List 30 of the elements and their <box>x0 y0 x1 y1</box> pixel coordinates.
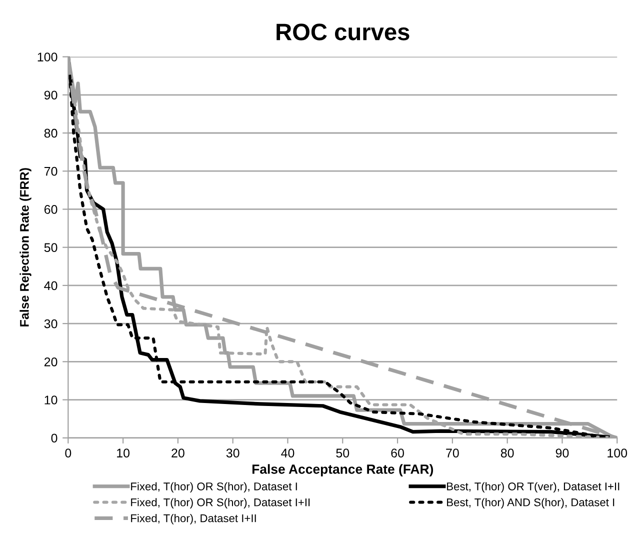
x-tick-label: 10 <box>117 448 130 458</box>
x-axis-title: False Acceptance Rate (FAR) <box>252 464 434 476</box>
x-tick-label: 90 <box>556 448 569 458</box>
y-tick-label: 90 <box>44 90 58 100</box>
x-tick-label: 80 <box>500 448 514 458</box>
y-axis-title: False Rejection Rate (FRR) <box>20 168 32 326</box>
y-tick-label: 70 <box>44 166 58 176</box>
legend-label: Best, T(hor) OR T(ver), Dataset I+II <box>447 482 620 493</box>
x-tick-label: 60 <box>391 448 404 458</box>
x-tick-label: 40 <box>281 448 294 458</box>
y-tick-label: 10 <box>44 396 58 404</box>
y-tick-label: 20 <box>44 357 58 366</box>
y-tick-label: 100 <box>38 52 58 62</box>
y-tick-label: 80 <box>44 128 58 138</box>
legend-label: Best, T(hor) AND S(hor), Dataset I <box>447 498 614 508</box>
x-tick-label: 20 <box>172 448 184 458</box>
legend-label: Fixed, T(hor) OR S(hor), Dataset I <box>131 482 297 493</box>
x-tick-label: 30 <box>226 448 240 458</box>
chart-title: ROC curves <box>276 24 410 40</box>
y-tick-label: 40 <box>44 281 58 290</box>
x-tick-label: 70 <box>446 448 459 458</box>
x-tick-label: 100 <box>608 448 628 458</box>
y-tick-label: 0 <box>51 434 58 443</box>
x-tick-label: 0 <box>65 448 72 458</box>
legend-label: Fixed, T(hor), Dataset I+II <box>131 514 256 524</box>
legend-label: Fixed, T(hor) OR S(hor), Dataset I+II <box>131 498 310 508</box>
y-tick-label: 60 <box>44 205 58 214</box>
x-tick-label: 50 <box>336 448 350 458</box>
y-tick-label: 50 <box>44 243 58 252</box>
y-tick-label: 30 <box>44 319 58 328</box>
